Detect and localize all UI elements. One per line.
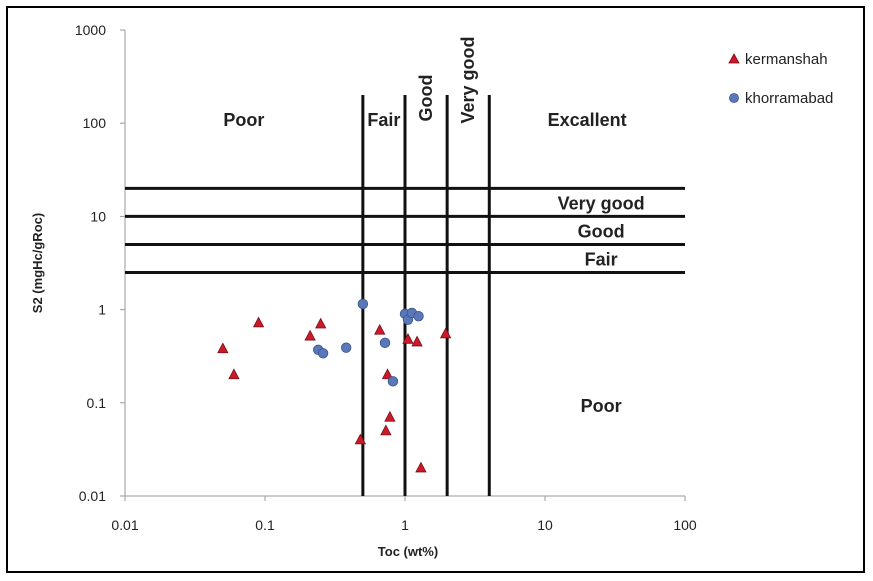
zone-label-s2: Very good bbox=[558, 193, 645, 213]
point-kermanshah bbox=[380, 424, 392, 436]
point-khorramabad bbox=[357, 298, 369, 310]
point-kermanshah bbox=[304, 329, 316, 341]
y-tick-label: 1 bbox=[98, 302, 106, 318]
legend-marker-kermanshah bbox=[728, 53, 740, 64]
point-khorramabad bbox=[387, 376, 399, 387]
zone-label-toc: Excallent bbox=[548, 110, 627, 130]
point-kermanshah bbox=[252, 316, 265, 328]
zone-boundaries bbox=[125, 95, 685, 496]
x-tick-label: 10 bbox=[537, 517, 553, 533]
y-tick-label: 100 bbox=[83, 115, 107, 131]
x-tick-label: 1 bbox=[401, 517, 409, 533]
zone-label-toc: Very good bbox=[458, 36, 478, 123]
zone-label-s2: Poor bbox=[581, 396, 622, 416]
legend-item-kermanshah: kermanshah bbox=[728, 51, 828, 68]
x-tick-label: 100 bbox=[673, 517, 697, 533]
zone-label-s2: Good bbox=[578, 221, 625, 241]
chart-frame bbox=[6, 6, 865, 573]
x-axis-label: Toc (wt%) bbox=[378, 544, 438, 559]
zone-label-toc: Poor bbox=[223, 110, 264, 130]
tick-labels: 0.01 0.1 1 10 100 0.01 0.1 1 10 100 1000 bbox=[75, 22, 697, 533]
point-khorramabad bbox=[413, 310, 424, 322]
legend: kermanshah khorramabad bbox=[728, 51, 833, 107]
point-khorramabad bbox=[340, 342, 352, 353]
y-tick-label: 0.01 bbox=[79, 488, 106, 504]
data-points bbox=[217, 298, 452, 473]
y-tick-label: 10 bbox=[90, 208, 106, 224]
zone-label-toc: Fair bbox=[367, 110, 400, 130]
point-kermanshah bbox=[384, 410, 396, 422]
zone-labels: Poor Fair Good Very good Excallent Fair Good Ve… bbox=[223, 36, 644, 415]
point-kermanshah bbox=[374, 323, 386, 335]
y-axis-label: S2 (mgHc/gRoc) bbox=[30, 213, 45, 313]
point-kermanshah bbox=[354, 433, 367, 445]
legend-label-khorramabad: khorramabad bbox=[745, 90, 833, 107]
y-tick-label: 0.1 bbox=[87, 395, 107, 411]
point-kermanshah bbox=[381, 368, 394, 380]
point-kermanshah bbox=[411, 335, 423, 347]
point-kermanshah bbox=[439, 327, 452, 339]
legend-marker-khorramabad bbox=[729, 93, 739, 103]
point-kermanshah bbox=[402, 332, 414, 344]
point-kermanshah bbox=[315, 317, 327, 329]
zone-label-s2: Fair bbox=[585, 249, 618, 269]
point-khorramabad bbox=[317, 348, 329, 359]
point-kermanshah bbox=[415, 461, 427, 473]
x-tick-label: 0.1 bbox=[255, 517, 275, 533]
legend-label-kermanshah: kermanshah bbox=[745, 51, 828, 68]
y-tick-label: 1000 bbox=[75, 22, 106, 38]
point-kermanshah bbox=[228, 368, 240, 380]
point-khorramabad bbox=[379, 337, 391, 349]
x-tick-label: 0.01 bbox=[111, 517, 138, 533]
point-kermanshah bbox=[217, 342, 229, 354]
legend-item-khorramabad: khorramabad bbox=[729, 90, 833, 107]
zone-label-toc: Good bbox=[416, 75, 436, 122]
